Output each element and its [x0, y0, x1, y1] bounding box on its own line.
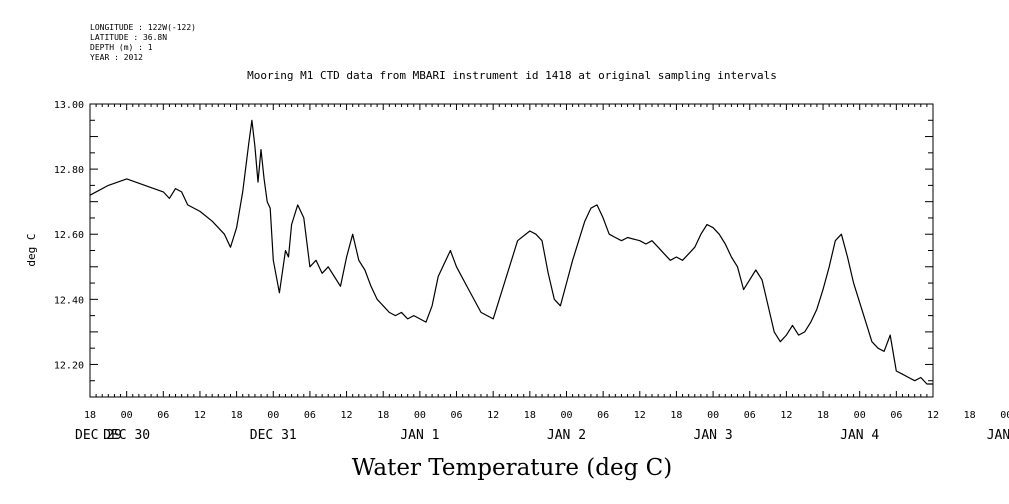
- x-hour-label: 06: [157, 410, 169, 421]
- y-axis-label: deg C: [25, 233, 38, 266]
- metadata-latitude: LATITUDE : 36.8N: [90, 33, 167, 42]
- x-hour-label: 00: [1000, 410, 1009, 421]
- metadata-depth: DEPTH (m) : 1: [90, 43, 153, 52]
- x-hour-label: 18: [84, 410, 96, 421]
- x-date-label: JAN 2: [547, 428, 586, 443]
- x-date-label: DEC 29: [75, 428, 122, 443]
- x-hour-label: 18: [231, 410, 243, 421]
- metadata-year: YEAR : 2012: [90, 53, 143, 62]
- x-hour-label: 00: [854, 410, 866, 421]
- y-tick-label: 12.40: [54, 295, 84, 306]
- chart-title: Mooring M1 CTD data from MBARI instrumen…: [247, 69, 777, 82]
- x-hour-label: 00: [414, 410, 426, 421]
- x-hour-label: 12: [487, 410, 499, 421]
- x-hour-label: 00: [707, 410, 719, 421]
- plot-frame: [89, 103, 934, 398]
- x-hour-label: 18: [670, 410, 682, 421]
- x-hour-label: 06: [890, 410, 902, 421]
- x-hour-label: 00: [121, 410, 133, 421]
- x-hour-label: 18: [964, 410, 976, 421]
- x-hour-label: 12: [194, 410, 206, 421]
- y-tick-label: 12.80: [54, 165, 84, 176]
- x-hour-label: 18: [817, 410, 829, 421]
- x-hour-label: 12: [341, 410, 353, 421]
- x-date-label: DEC 31: [250, 428, 297, 443]
- temperature-series-line: [89, 119, 933, 385]
- x-axis-ticks: 18 00 06 12 18 00 06 12 18 00 06 12 18 00 06 12 18 00 06 12…: [75, 104, 1009, 443]
- x-date-label: DEC 30: [103, 428, 150, 443]
- y-tick-label: 13.00: [54, 100, 84, 111]
- x-hour-label: 12: [780, 410, 792, 421]
- x-date-label: JAN 1: [400, 428, 439, 443]
- y-tick-label: 12.60: [54, 230, 84, 241]
- x-hour-label: 12: [927, 410, 939, 421]
- x-hour-label: 18: [524, 410, 536, 421]
- x-hour-label: 00: [560, 410, 572, 421]
- x-hour-label: 06: [304, 410, 316, 421]
- x-hour-label: 06: [597, 410, 609, 421]
- x-axis-caption: Water Temperature (deg C): [352, 455, 672, 481]
- x-date-label: JAN 3: [694, 428, 733, 443]
- y-tick-label: 12.20: [54, 360, 84, 371]
- series-layer: [89, 119, 933, 385]
- x-hour-label: 06: [450, 410, 462, 421]
- x-date-label: JAN 4: [840, 428, 879, 443]
- x-hour-label: 06: [744, 410, 756, 421]
- x-hour-label: 18: [377, 410, 389, 421]
- x-hour-label: 00: [267, 410, 279, 421]
- x-date-label: JAN 5: [987, 428, 1009, 443]
- y-axis-ticks: 12.20 12.40 12.60 12.80 13.00: [54, 100, 933, 382]
- x-hour-label: 12: [634, 410, 646, 421]
- metadata-longitude: LONGITUDE : 122W(-122): [90, 23, 196, 32]
- metadata-block: LONGITUDE : 122W(-122) LATITUDE : 36.8N …: [90, 23, 196, 62]
